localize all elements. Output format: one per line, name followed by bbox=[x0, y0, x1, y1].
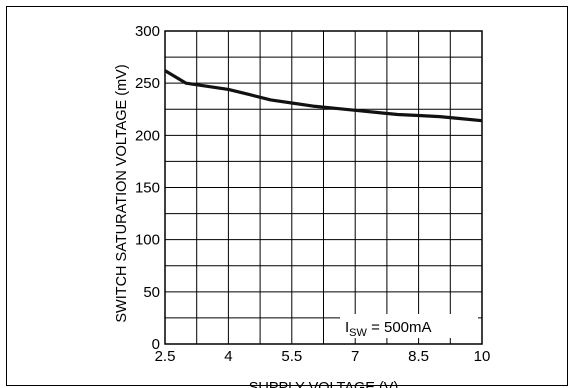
x-tick-label: 8.5 bbox=[408, 348, 429, 365]
grid bbox=[165, 31, 482, 344]
y-axis-label: SWITCH SATURATION VOLTAGE (mV) bbox=[114, 64, 130, 322]
x-tick-label: 2.5 bbox=[155, 348, 176, 365]
series-line bbox=[164, 69, 483, 123]
annotation-subscript: SW bbox=[349, 327, 367, 339]
y-tick-labels: 0 50 100 150 200 250 300 bbox=[135, 23, 160, 353]
chart-frame bbox=[6, 6, 568, 386]
x-tick-label: 7 bbox=[351, 348, 359, 365]
svg-text:ISW = 500mA: ISW = 500mA bbox=[345, 319, 432, 339]
annotation-value: = 500mA bbox=[367, 319, 432, 336]
y-tick-label: 50 bbox=[143, 284, 160, 301]
y-tick-label: 0 bbox=[152, 336, 160, 353]
x-tick-labels: 2.5 4 5.5 7 8.5 10 bbox=[155, 348, 491, 365]
current-annotation: ISW = 500mA bbox=[340, 314, 478, 339]
annotation-symbol: I bbox=[345, 319, 349, 336]
plot-area bbox=[164, 30, 483, 345]
y-tick-label: 200 bbox=[135, 127, 160, 144]
x-axis-label: SUPPLY VOLTAGE (V) bbox=[249, 380, 399, 388]
y-tick-label: 300 bbox=[135, 23, 160, 40]
x-tick-label: 5.5 bbox=[281, 348, 302, 365]
y-tick-label: 100 bbox=[135, 232, 160, 249]
x-tick-label: 4 bbox=[224, 348, 232, 365]
y-tick-label: 250 bbox=[135, 75, 160, 92]
y-tick-label: 150 bbox=[135, 180, 160, 197]
x-tick-label: 10 bbox=[474, 348, 491, 365]
